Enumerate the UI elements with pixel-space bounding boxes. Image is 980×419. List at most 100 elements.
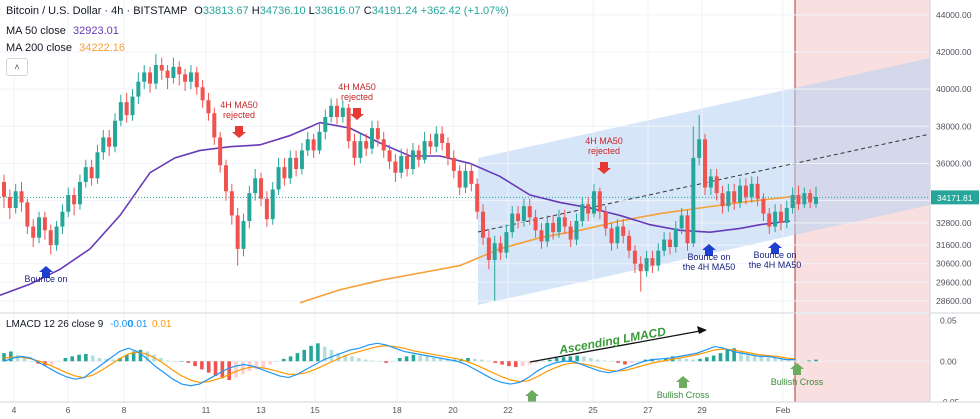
macd-histogram-bar <box>206 361 211 373</box>
candle-body <box>784 208 789 223</box>
price-change: +362.42 (+1.07%) <box>420 5 509 17</box>
candle-body <box>218 137 223 166</box>
macd-histogram-bar <box>677 358 682 362</box>
candle-body <box>738 185 743 203</box>
macd-histogram-bar <box>575 355 579 362</box>
interval[interactable]: 4h <box>111 5 124 17</box>
candle-body <box>130 96 135 116</box>
macd-histogram-bar <box>786 359 791 362</box>
macd-histogram-bar <box>343 354 347 362</box>
price-tick-label: 36000.00 <box>936 158 972 168</box>
macd-histogram-bar <box>159 358 163 362</box>
annotation-text: 4H MA50 <box>585 136 623 146</box>
macd-histogram-bar <box>125 354 129 362</box>
macd-value: 0.01 <box>152 319 172 330</box>
last-price-badge <box>931 190 979 205</box>
macd-histogram-bar <box>438 358 443 362</box>
bullish-cross-label: Bullish Cross <box>771 377 824 387</box>
candle-body <box>235 215 240 249</box>
ma200-legend[interactable]: MA 200 close 34222.16 <box>6 42 125 54</box>
candle-body <box>708 176 713 188</box>
macd-histogram-bar <box>759 356 764 362</box>
candle-body <box>720 193 725 207</box>
candle-body <box>627 235 632 251</box>
candle-body <box>440 133 445 143</box>
time-tick-label: 11 <box>202 405 211 415</box>
macd-histogram-bar <box>268 361 272 365</box>
arrow-down-icon <box>597 162 611 174</box>
candle-body <box>615 226 620 244</box>
macd-histogram-bar <box>254 361 259 370</box>
candle-body <box>299 150 304 169</box>
macd-histogram-bar <box>22 358 27 362</box>
exchange: BITSTAMP <box>133 5 188 17</box>
candle-body <box>743 185 748 197</box>
candle-body <box>638 263 643 272</box>
price-tick-label: 40000.00 <box>936 84 972 94</box>
macd-histogram-bar <box>234 361 238 378</box>
annotation-text: 4H MA50 <box>338 82 376 92</box>
price-tick-label: 29600.00 <box>936 277 972 287</box>
annotation-text: Bounce on <box>687 252 730 262</box>
macd-histogram-bar <box>745 353 750 362</box>
candle-body <box>592 191 597 214</box>
macd-histogram-bar <box>418 355 423 362</box>
macd-histogram-bar <box>9 351 13 362</box>
macd-histogram-bar <box>684 358 689 362</box>
candle-body <box>340 107 345 117</box>
macd-histogram-bar <box>329 349 334 362</box>
trend-arrow-head <box>697 326 707 334</box>
candle-body <box>673 228 678 247</box>
candle-body <box>410 150 415 169</box>
arrow-up-icon <box>702 244 716 256</box>
macd-label: LMACD 12 26 close 9 <box>6 319 104 330</box>
price-tick-label: 44000.00 <box>936 10 972 20</box>
candle-body <box>294 157 299 169</box>
ma200-value: 34222.16 <box>79 42 125 54</box>
ma50-label: MA 50 close <box>6 25 66 37</box>
macd-line <box>3 342 795 387</box>
time-tick-label: 25 <box>588 405 598 415</box>
candle-body <box>54 226 59 246</box>
ma200-label: MA 200 close <box>6 42 73 54</box>
candle-body <box>153 65 158 84</box>
symbol-name[interactable]: Bitcoin / U.S. Dollar <box>6 5 102 17</box>
candle-body <box>399 156 404 173</box>
candle-body <box>463 170 468 188</box>
candle-body <box>206 100 211 114</box>
annotation-text: Bounce on <box>753 250 796 260</box>
candle-body <box>551 222 556 233</box>
candle-body <box>270 189 275 220</box>
ohlc-value: 33616.07 <box>314 5 361 17</box>
candle-body <box>247 193 252 221</box>
candle-body <box>25 202 30 227</box>
candle-body <box>644 258 649 272</box>
time-tick-label: 27 <box>643 405 653 415</box>
candle-body <box>498 243 503 253</box>
macd-histogram-bar <box>500 361 504 365</box>
macd-histogram-bar <box>766 357 771 362</box>
candle-body <box>556 217 561 233</box>
macd-histogram-bar <box>200 361 204 370</box>
macd-histogram-bar <box>698 358 702 362</box>
macd-histogram-bar <box>377 361 382 362</box>
macd-histogram-bar <box>397 358 402 362</box>
candle-body <box>405 156 410 169</box>
candle-body <box>568 226 573 240</box>
candle-body <box>603 211 608 229</box>
annotation-text: rejected <box>588 146 620 156</box>
candle-body <box>136 81 141 97</box>
time-tick-label: 4 <box>12 405 17 415</box>
macd-histogram-bar <box>473 358 477 362</box>
macd-histogram-bar <box>56 361 61 362</box>
candle-body <box>662 239 667 251</box>
macd-histogram-bar <box>384 361 388 363</box>
ma50-legend[interactable]: MA 50 close 32923.01 <box>6 25 119 37</box>
candle-body <box>48 230 53 246</box>
candle-body <box>732 191 737 203</box>
chevron-up-icon[interactable]: ˄ <box>6 58 28 76</box>
macd-value: 0.01 <box>128 319 148 330</box>
time-tick-label: 29 <box>697 405 707 415</box>
